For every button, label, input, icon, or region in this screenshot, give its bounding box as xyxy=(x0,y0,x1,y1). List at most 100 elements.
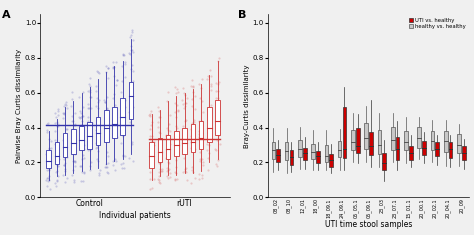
Point xyxy=(104,95,111,99)
Point xyxy=(203,77,211,81)
Point xyxy=(44,168,51,172)
Point xyxy=(95,173,103,177)
Bar xyxy=(338,141,341,157)
Point xyxy=(95,116,102,120)
Point xyxy=(94,149,101,153)
Point xyxy=(112,111,120,115)
Point xyxy=(148,140,155,143)
Point xyxy=(78,114,86,118)
Point xyxy=(119,134,127,137)
Point xyxy=(71,134,79,138)
Point xyxy=(102,70,109,74)
Point xyxy=(215,96,222,100)
Bar xyxy=(448,142,452,158)
Bar xyxy=(88,122,92,149)
Point xyxy=(101,121,109,125)
Point xyxy=(109,159,117,163)
Point xyxy=(196,96,203,100)
Point xyxy=(45,163,53,167)
Point xyxy=(87,106,95,110)
Point xyxy=(196,139,203,143)
Point xyxy=(173,177,180,180)
Point xyxy=(179,170,187,173)
Point xyxy=(86,168,94,172)
Point xyxy=(87,95,95,98)
Point xyxy=(181,150,189,154)
Y-axis label: Bray-Curtis dissimilarity: Bray-Curtis dissimilarity xyxy=(244,64,250,148)
Point xyxy=(61,169,69,173)
Point xyxy=(95,98,102,102)
Point xyxy=(156,115,164,119)
Point xyxy=(165,122,173,126)
Point xyxy=(196,123,204,127)
Point xyxy=(203,149,211,152)
Point xyxy=(163,133,170,137)
Point xyxy=(182,141,189,145)
Point xyxy=(113,78,120,82)
Point xyxy=(111,168,119,172)
Bar xyxy=(63,133,67,157)
Point xyxy=(157,143,165,146)
Point xyxy=(180,157,188,160)
Point xyxy=(94,100,102,104)
Bar xyxy=(55,141,59,164)
Point xyxy=(198,131,206,134)
Point xyxy=(173,91,180,94)
Point xyxy=(113,136,120,139)
Point xyxy=(182,148,189,151)
Point xyxy=(71,180,78,184)
Point xyxy=(100,98,108,102)
Point xyxy=(59,173,67,177)
Point xyxy=(150,140,157,144)
Point xyxy=(61,111,68,115)
Point xyxy=(52,154,60,158)
Bar xyxy=(435,142,439,156)
Point xyxy=(181,106,188,110)
Point xyxy=(45,147,53,150)
Point xyxy=(155,161,162,165)
Point xyxy=(120,166,128,170)
Point xyxy=(214,59,221,63)
Point xyxy=(45,167,52,171)
Point xyxy=(51,121,58,125)
Point xyxy=(78,157,86,161)
Point xyxy=(187,85,195,88)
Point xyxy=(146,137,154,141)
Point xyxy=(76,164,84,168)
Point xyxy=(146,150,154,154)
Point xyxy=(104,76,111,79)
Point xyxy=(118,79,126,83)
Point xyxy=(172,101,179,104)
Point xyxy=(181,93,188,97)
Point xyxy=(71,164,79,168)
Bar xyxy=(409,146,412,160)
Point xyxy=(61,155,69,159)
Point xyxy=(47,139,55,143)
Point xyxy=(92,104,100,107)
Point xyxy=(180,128,187,131)
Point xyxy=(158,167,165,171)
Point xyxy=(203,142,211,146)
Point xyxy=(64,106,71,110)
Point xyxy=(147,110,155,113)
Point xyxy=(78,170,85,173)
Point xyxy=(59,138,66,142)
Point xyxy=(155,170,163,174)
Point xyxy=(51,138,59,142)
Point xyxy=(166,175,174,179)
Point xyxy=(128,48,136,52)
Point xyxy=(117,101,125,105)
Point xyxy=(109,163,117,166)
Y-axis label: Pairwise Bray Curtis dissimilarity: Pairwise Bray Curtis dissimilarity xyxy=(16,49,22,163)
Point xyxy=(179,102,187,106)
Point xyxy=(127,44,135,48)
Point xyxy=(54,178,61,182)
Point xyxy=(68,173,76,177)
Point xyxy=(146,113,153,117)
Bar xyxy=(71,129,75,154)
Point xyxy=(150,177,157,181)
Point xyxy=(60,135,68,139)
Point xyxy=(174,90,182,94)
Point xyxy=(80,172,87,175)
Point xyxy=(92,128,100,132)
